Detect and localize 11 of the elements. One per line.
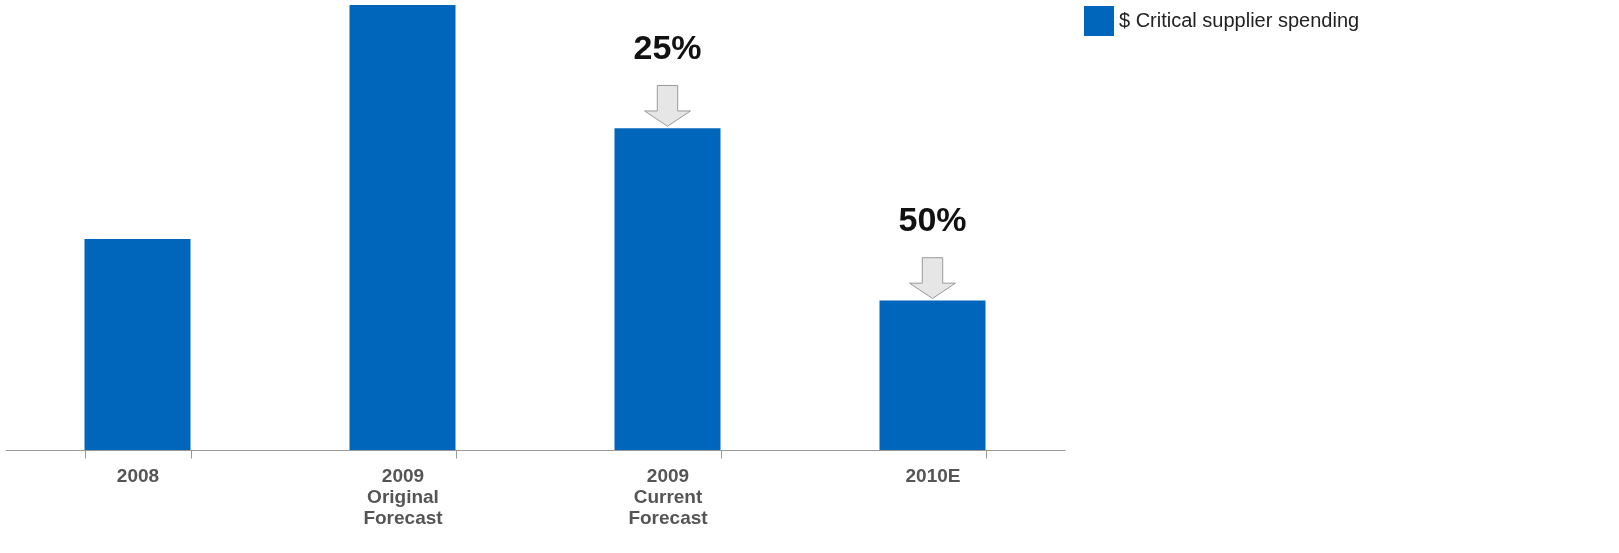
x-tick-label: 2008 (116, 464, 160, 486)
bar (84, 239, 191, 450)
x-tick-label: 2010E (905, 464, 961, 486)
annotation: 50% (898, 200, 967, 239)
annotation: 25% (633, 28, 702, 67)
bar (879, 300, 986, 450)
x-tick-label: 2009 Original Forecast (363, 464, 444, 528)
bar (614, 128, 721, 450)
legend-label: $ Critical supplier spending (1119, 9, 1360, 31)
x-tick-label: 2009 Current Forecast (628, 464, 709, 528)
bar (349, 5, 456, 450)
